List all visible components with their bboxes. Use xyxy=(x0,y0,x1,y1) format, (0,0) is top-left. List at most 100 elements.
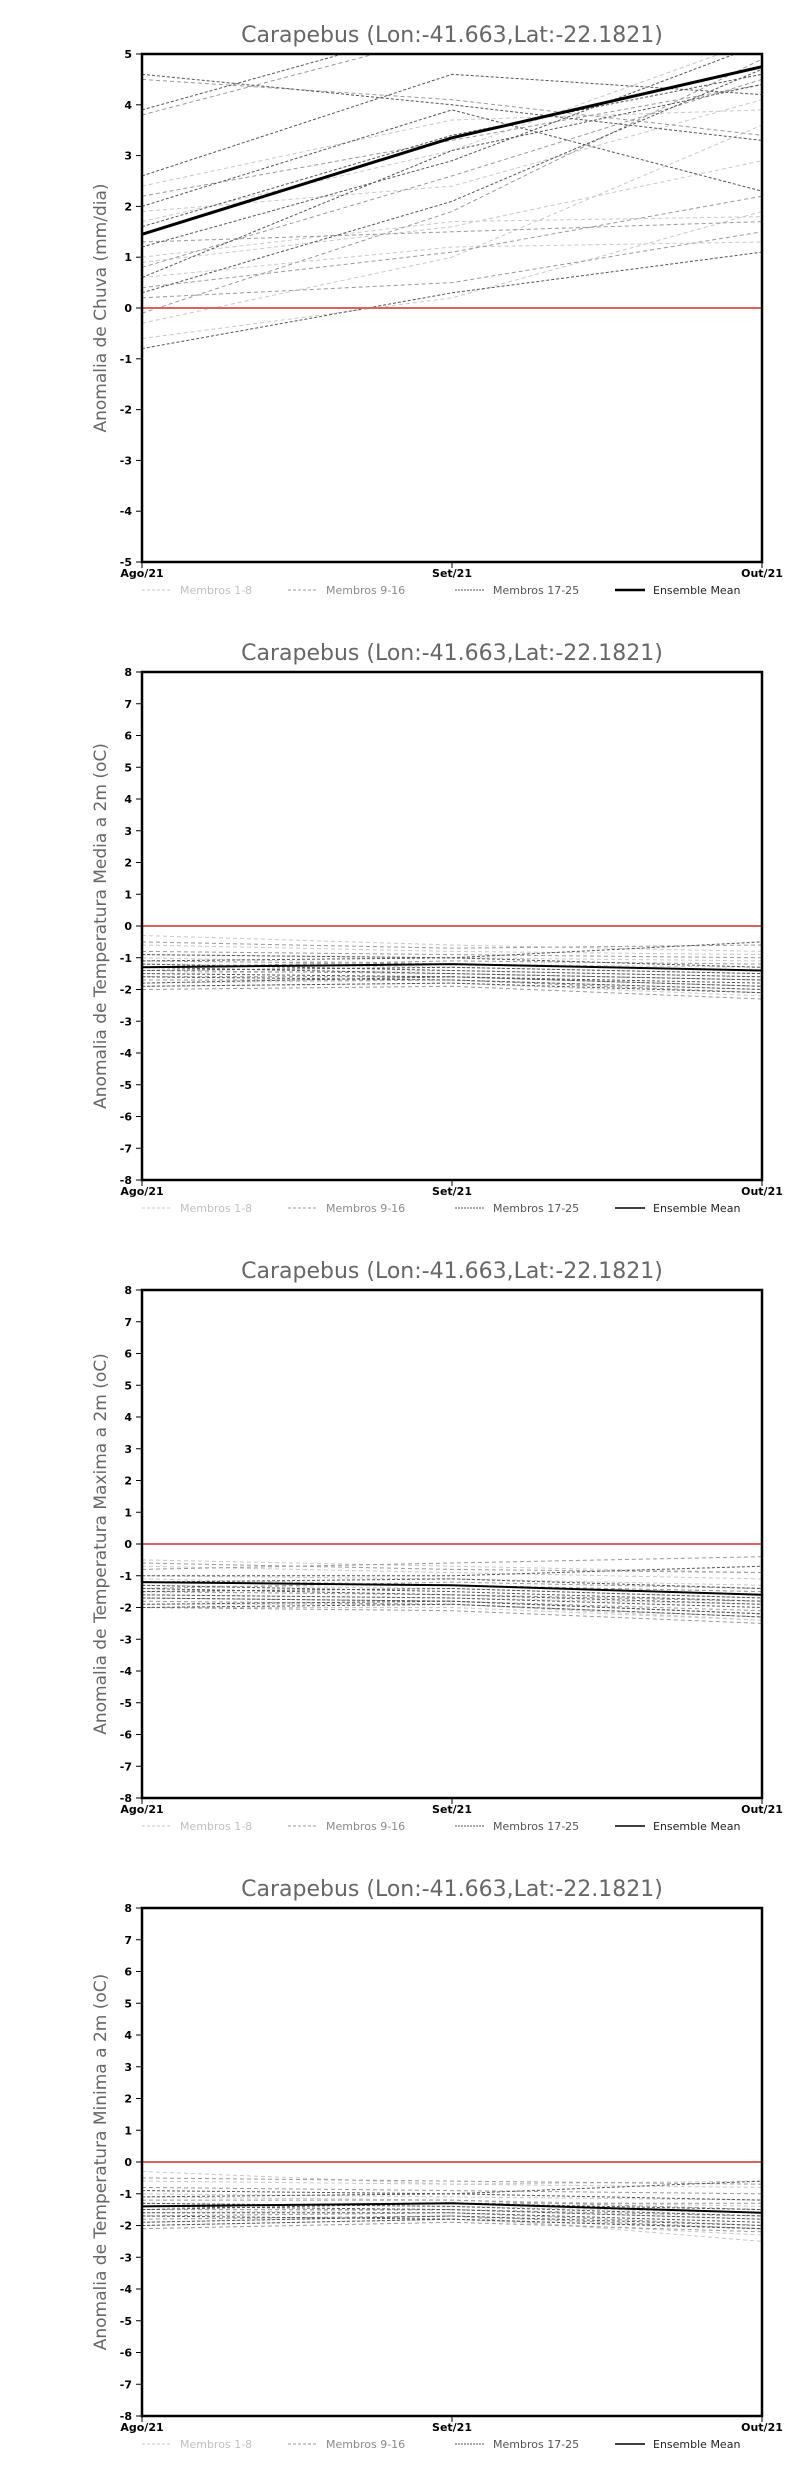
legend-label: Ensemble Mean xyxy=(653,1202,740,1215)
chart-title: Carapebus (Lon:-41.663,Lat:-22.1821) xyxy=(241,641,663,666)
member-series-line xyxy=(142,68,762,294)
y-tick-label: 7 xyxy=(124,1316,132,1329)
member-series-line xyxy=(142,1594,762,1608)
member-series-line xyxy=(142,54,377,116)
member-series-line xyxy=(142,2180,762,2185)
x-tick-label: Ago/21 xyxy=(120,567,163,580)
member-series-line xyxy=(142,1587,762,1599)
legend-label: Membros 9-16 xyxy=(326,584,405,597)
member-series-line xyxy=(142,966,762,981)
x-tick-label: Ago/21 xyxy=(120,1185,163,1198)
x-tick-label: Out/21 xyxy=(741,1185,783,1198)
legend-label: Membros 9-16 xyxy=(326,1820,405,1833)
member-series-line xyxy=(142,1556,762,1570)
x-tick-label: Out/21 xyxy=(741,567,783,580)
member-series-line xyxy=(142,195,762,289)
member-series-line xyxy=(142,2193,762,2201)
ensemble-mean-line xyxy=(142,65,762,236)
y-tick-label: -1 xyxy=(120,952,132,965)
y-tick-label: 4 xyxy=(124,793,132,806)
y-tick-label: -8 xyxy=(120,2410,132,2423)
member-series-line xyxy=(142,2221,762,2233)
legend-label: Membros 17-25 xyxy=(493,2438,579,2451)
member-series-line xyxy=(142,99,762,212)
y-tick-label: 4 xyxy=(124,1411,132,1424)
member-series-line xyxy=(142,73,762,177)
member-series-line xyxy=(142,2215,762,2226)
y-tick-label: 7 xyxy=(124,698,132,711)
y-tick-label: 1 xyxy=(124,1506,132,1519)
member-series-line xyxy=(142,976,762,990)
plot-area xyxy=(142,2161,762,2242)
y-tick-label: 0 xyxy=(124,920,132,933)
y-tick-label: -4 xyxy=(120,1047,133,1060)
y-tick-label: 1 xyxy=(124,888,132,901)
chart-panel: Carapebus (Lon:-41.663,Lat:-22.1821) Anom… xyxy=(91,641,783,1215)
y-tick-label: 0 xyxy=(124,2156,132,2169)
y-tick-label: -5 xyxy=(120,1079,132,1092)
member-series-line xyxy=(142,982,762,994)
member-series-line xyxy=(142,2218,762,2230)
member-series-line xyxy=(142,1565,762,1580)
legend-label: Membros 1-8 xyxy=(180,2438,252,2451)
y-tick-label: -5 xyxy=(120,556,132,569)
legend-label: Membros 1-8 xyxy=(180,1820,252,1833)
y-tick-label: -3 xyxy=(120,1633,132,1646)
chart-panel: Carapebus (Lon:-41.663,Lat:-22.1821) Anom… xyxy=(91,1259,783,1833)
legend-label: Membros 17-25 xyxy=(493,1820,579,1833)
y-tick-label: 8 xyxy=(124,666,132,679)
member-series-line xyxy=(142,2199,762,2211)
y-tick-label: -4 xyxy=(120,1665,133,1678)
member-series-line xyxy=(142,251,762,350)
member-series-line xyxy=(142,216,762,258)
y-tick-label: -2 xyxy=(120,404,132,417)
y-tick-label: -5 xyxy=(120,2315,132,2328)
y-tick-label: 8 xyxy=(124,1284,132,1297)
member-series-line xyxy=(142,231,762,299)
member-series-line xyxy=(142,960,762,968)
member-series-line xyxy=(142,944,762,956)
member-series-line xyxy=(142,78,762,268)
member-series-line xyxy=(142,109,762,207)
member-series-line xyxy=(142,1565,762,1577)
y-tick-label: 6 xyxy=(124,1966,132,1979)
ensemble-mean-line xyxy=(142,963,762,972)
member-series-line xyxy=(142,78,762,136)
member-series-line xyxy=(142,54,345,111)
member-series-line xyxy=(142,957,762,968)
member-series-line xyxy=(142,84,762,197)
y-tick-label: 2 xyxy=(124,1475,132,1488)
y-tick-label: -8 xyxy=(120,1174,132,1187)
ensemble-mean-line xyxy=(142,2202,762,2214)
y-tick-label: 2 xyxy=(124,2093,132,2106)
x-tick-label: Out/21 xyxy=(741,2421,783,2434)
member-series-line xyxy=(142,2177,762,2185)
y-tick-label: 3 xyxy=(124,1443,132,1456)
y-tick-label: -4 xyxy=(120,505,133,518)
member-series-line xyxy=(142,1603,762,1618)
member-series-line xyxy=(142,1588,762,1605)
y-tick-label: 6 xyxy=(124,730,132,743)
legend-label: Ensemble Mean xyxy=(653,1820,740,1833)
member-series-line xyxy=(142,54,737,248)
legend-label: Membros 17-25 xyxy=(493,1202,579,1215)
y-tick-label: -2 xyxy=(120,984,132,997)
member-series-line xyxy=(142,54,722,223)
plot-area xyxy=(142,925,762,1000)
chart-panel: Carapebus (Lon:-41.663,Lat:-22.1821) Anom… xyxy=(91,23,783,597)
plot-frame xyxy=(140,670,764,1182)
member-series-line xyxy=(142,84,762,278)
y-tick-label: 0 xyxy=(124,302,132,315)
member-series-line xyxy=(142,1603,762,1621)
y-tick-label: -6 xyxy=(120,2347,133,2360)
y-tick-label: -8 xyxy=(120,1792,132,1805)
chart-title: Carapebus (Lon:-41.663,Lat:-22.1821) xyxy=(241,23,663,48)
plot-frame xyxy=(140,52,764,564)
x-tick-label: Ago/21 xyxy=(120,1803,163,1816)
member-series-line xyxy=(142,941,762,949)
plot-area xyxy=(142,1543,762,1624)
y-tick-label: 0 xyxy=(124,1538,132,1551)
y-tick-label: 5 xyxy=(124,1997,132,2010)
legend-label: Ensemble Mean xyxy=(653,2438,740,2451)
